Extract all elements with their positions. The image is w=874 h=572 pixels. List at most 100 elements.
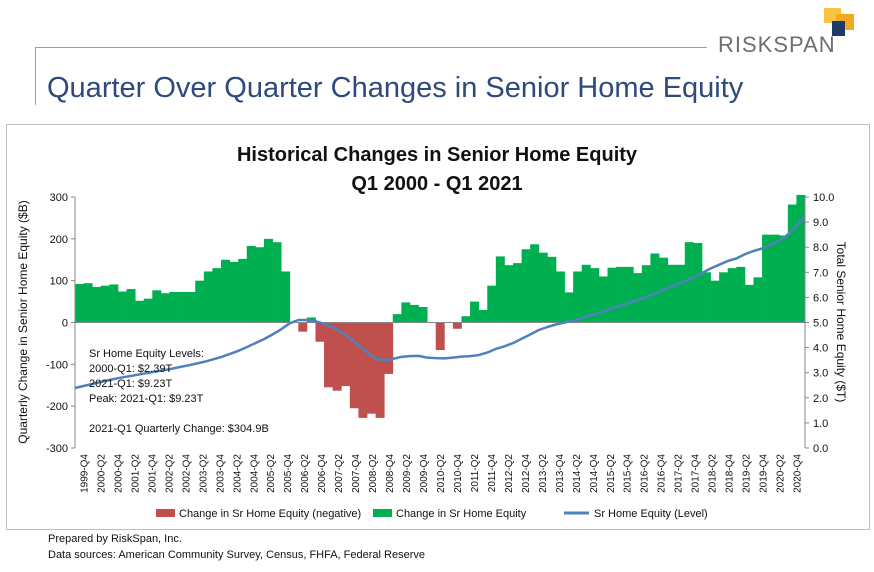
annotation-levels-2000: 2000-Q1: $2.39T xyxy=(89,363,172,375)
bar-negative xyxy=(367,322,376,414)
x-tick-label: 2019-Q4 xyxy=(759,454,770,493)
x-tick-label: 2004-Q4 xyxy=(249,454,260,493)
bar-positive xyxy=(701,272,711,323)
logo-square-navy xyxy=(832,21,845,36)
bar-positive xyxy=(710,280,720,323)
bar-positive xyxy=(246,245,256,323)
x-tick-label: 2003-Q2 xyxy=(198,454,209,493)
x-tick-label: 2020-Q2 xyxy=(776,454,787,493)
bar-positive xyxy=(538,252,548,323)
y-left-tick-label: 100 xyxy=(50,276,68,288)
x-tick-label: 2018-Q4 xyxy=(725,454,736,493)
y-right-tick-label: 5.0 xyxy=(813,318,828,330)
bar-positive xyxy=(212,268,222,323)
chart-legend: Change in Sr Home Equity (negative) Chan… xyxy=(156,508,708,520)
bar-positive xyxy=(693,243,703,323)
y-right-tick-label: 2.0 xyxy=(813,393,828,405)
legend-label-line: Sr Home Equity (Level) xyxy=(594,508,708,520)
legend-label-negative: Change in Sr Home Equity (negative) xyxy=(179,508,361,520)
x-tick-label: 2017-Q4 xyxy=(691,454,702,493)
bar-negative xyxy=(358,322,368,418)
bar-positive xyxy=(744,284,754,323)
y-right-tick-label: 0.0 xyxy=(813,443,828,455)
y-left-tick-label: 300 xyxy=(50,192,68,204)
bar-positive xyxy=(590,268,600,323)
x-tick-label: 2013-Q4 xyxy=(555,454,566,493)
y-left-tick-label: 0 xyxy=(62,318,68,330)
legend-swatch-positive xyxy=(373,509,392,517)
x-tick-label: 2005-Q4 xyxy=(283,454,294,493)
slide-title: Quarter Over Quarter Changes in Senior H… xyxy=(47,72,744,104)
footer-prepared-by: Prepared by RiskSpan, Inc. xyxy=(48,533,182,545)
series-line-sr-home-equity-level xyxy=(74,215,806,390)
bar-positive xyxy=(461,316,471,323)
y-right-tick-label: 3.0 xyxy=(813,368,828,380)
bar-positive xyxy=(633,273,643,323)
bar-positive xyxy=(126,289,136,323)
bar-positive xyxy=(495,256,505,323)
annotation-quarterly-change: 2021-Q1 Quarterly Change: $304.9B xyxy=(89,423,269,435)
plot-area: 300 200 100 0 -100 -200 -300 10.0 9.0 8.0 7.0 6.0 5.… xyxy=(46,192,834,493)
bar-positive xyxy=(470,301,480,323)
y-left-tick-label: 200 xyxy=(50,234,68,246)
x-tick-label: 2007-Q2 xyxy=(334,454,345,493)
bar-positive xyxy=(203,271,213,323)
x-tick-label: 1999-Q4 xyxy=(80,454,91,493)
x-tick-label: 2008-Q4 xyxy=(385,454,396,493)
y-axis-right-label: Total Senior Home Equity ($T) xyxy=(834,242,848,403)
y-right-tick-label: 9.0 xyxy=(813,217,828,229)
chart-title-line-2: Q1 2000 - Q1 2021 xyxy=(351,173,522,195)
y-right-tick-label: 10.0 xyxy=(813,192,834,204)
x-tick-label: 2008-Q2 xyxy=(368,454,379,493)
bar-positive xyxy=(229,261,239,323)
x-tick-label: 2001-Q4 xyxy=(147,454,158,493)
x-tick-label: 2014-Q2 xyxy=(572,454,583,493)
bar-positive xyxy=(779,235,789,323)
riskspan-logo-mark xyxy=(824,8,854,36)
x-tick-label: 2002-Q2 xyxy=(164,454,175,493)
annotations: Sr Home Equity Levels: 2000-Q1: $2.39T 2… xyxy=(89,348,269,435)
bar-positive xyxy=(719,272,729,323)
bar-negative xyxy=(349,322,359,409)
y-axis-left-label: Quarterly Change in Senior Home Equity (… xyxy=(16,200,30,443)
bar-negative xyxy=(375,322,385,418)
annotation-levels-2021: 2021-Q1: $9.23T xyxy=(89,378,172,390)
bar-positive xyxy=(255,247,265,323)
x-tick-label: 2010-Q4 xyxy=(453,454,464,493)
bar-positive xyxy=(401,302,411,323)
x-tick-label: 2010-Q2 xyxy=(436,454,447,493)
bar-positive xyxy=(160,293,170,323)
bar-positive xyxy=(281,271,291,323)
bar-positive xyxy=(676,264,686,323)
bar-positive xyxy=(521,249,531,323)
chart-svg: Historical Changes in Senior Home Equity… xyxy=(16,144,848,520)
legend-label-positive: Change in Sr Home Equity xyxy=(396,508,527,520)
bar-positive xyxy=(762,234,772,323)
x-tick-label: 2018-Q2 xyxy=(708,454,719,493)
bar-positive xyxy=(564,292,574,323)
bar-positive xyxy=(409,304,419,323)
x-tick-label: 2003-Q4 xyxy=(215,454,226,493)
bar-positive xyxy=(272,242,282,323)
bar-positive xyxy=(135,300,145,323)
x-tick-label: 2011-Q2 xyxy=(470,454,481,493)
header-rule xyxy=(35,47,707,48)
header-rule-vertical xyxy=(35,47,36,105)
x-tick-label: 2015-Q2 xyxy=(606,454,617,493)
y-right-tick-label: 6.0 xyxy=(813,292,828,304)
bar-positive xyxy=(152,290,162,323)
y-left-tick-label: -200 xyxy=(46,401,68,413)
footer-data-sources: Data sources: American Community Survey,… xyxy=(48,549,425,561)
x-tick-label: 2019-Q2 xyxy=(742,454,753,493)
bar-positive xyxy=(178,291,188,323)
bar-negative xyxy=(452,322,462,329)
bar-positive xyxy=(641,265,651,323)
x-tick-label: 2011-Q4 xyxy=(487,454,498,493)
bar-negative xyxy=(324,322,334,388)
y-left-tick-label: -300 xyxy=(46,443,68,455)
x-tick-label: 2000-Q2 xyxy=(97,454,108,493)
bar-negative xyxy=(435,322,445,351)
bar-positive xyxy=(616,266,626,323)
chart-title-line-1: Historical Changes in Senior Home Equity xyxy=(237,144,638,166)
bar-positive xyxy=(650,253,660,323)
